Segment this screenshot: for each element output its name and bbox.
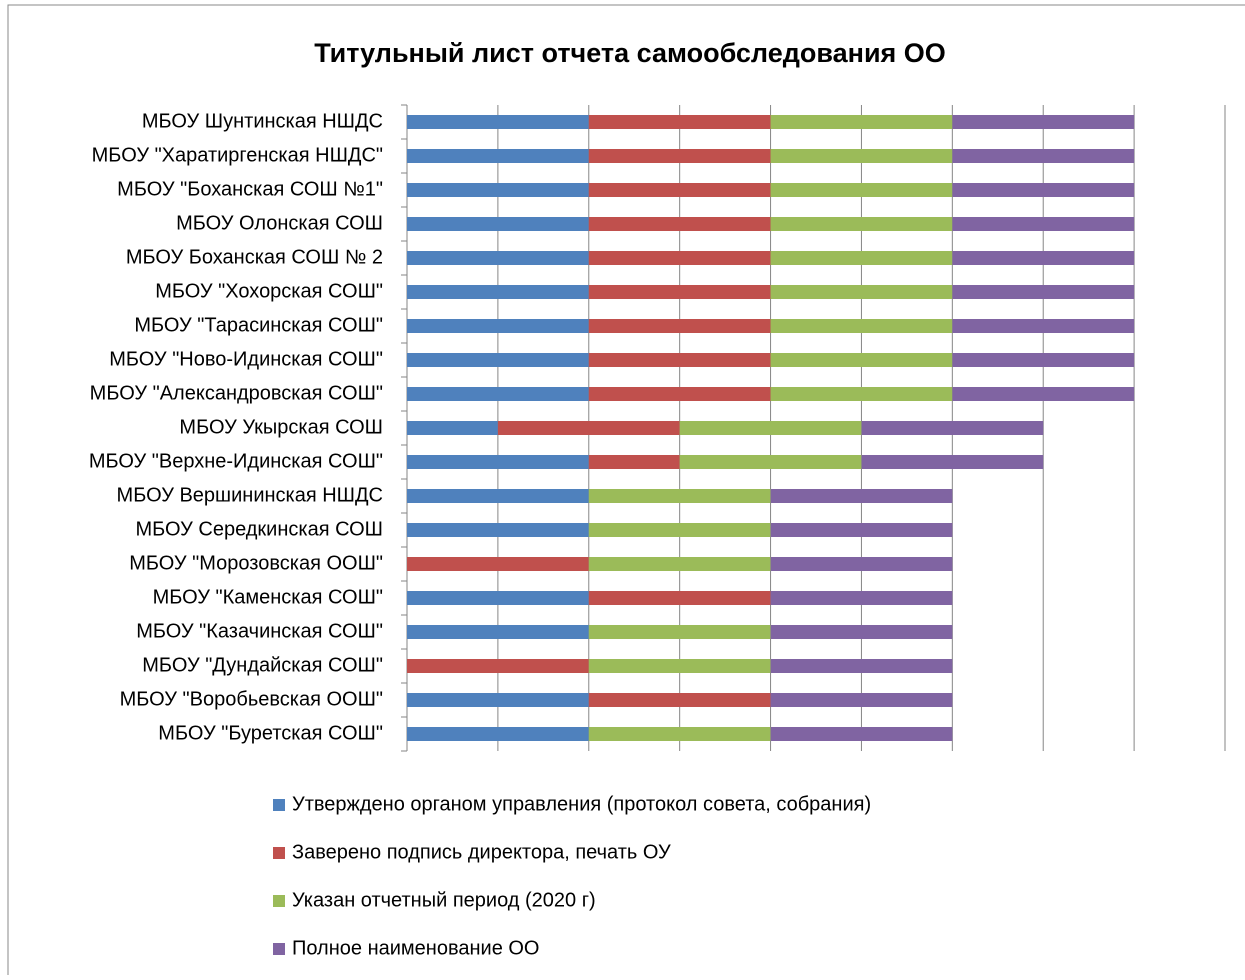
- legend-label: Полное наименование ОО: [292, 937, 540, 959]
- chart-title: Титульный лист отчета самообследования О…: [314, 38, 946, 68]
- bar-segment: [407, 115, 589, 129]
- y-tick-label: МБОУ "Ново-Идинская СОШ": [109, 348, 383, 370]
- bar-segment: [407, 659, 589, 673]
- bar-segment: [770, 591, 953, 605]
- legend-swatch: [273, 847, 285, 859]
- bar-segment: [770, 319, 953, 333]
- legend-swatch: [273, 895, 285, 907]
- bar-segment: [952, 217, 1135, 231]
- y-tick-label: МБОУ "Воробьевская ООШ": [120, 688, 383, 710]
- bar-segment: [588, 183, 771, 197]
- bar-segment: [407, 319, 589, 333]
- bar-segment: [770, 251, 953, 265]
- bar-segment: [407, 217, 589, 231]
- y-tick-label: МБОУ Вершининская НШДС: [117, 484, 383, 506]
- y-tick-label: МБОУ "Боханская СОШ №1": [117, 178, 383, 200]
- bar-segment: [407, 489, 589, 503]
- bar-segment: [407, 421, 498, 435]
- bar-segment: [588, 489, 771, 503]
- bar-segment: [407, 183, 589, 197]
- bar-segment: [588, 353, 771, 367]
- bar-segment: [588, 659, 771, 673]
- bar-segment: [588, 523, 771, 537]
- bar-segment: [952, 115, 1135, 129]
- y-tick-label: МБОУ "Дундайская СОШ": [142, 654, 383, 676]
- bar-segment: [770, 353, 953, 367]
- bar-segment: [770, 557, 953, 571]
- bar-segment: [407, 727, 589, 741]
- legend-swatch: [273, 943, 285, 955]
- bar-segment: [770, 217, 953, 231]
- bar-segment: [588, 455, 680, 469]
- bar-segment: [588, 693, 771, 707]
- bar-segment: [952, 387, 1135, 401]
- bar-segment: [952, 149, 1135, 163]
- bar-segment: [952, 285, 1135, 299]
- y-tick-label: МБОУ "Хохорская СОШ": [155, 280, 383, 302]
- y-tick-label: МБОУ Олонская СОШ: [176, 212, 383, 234]
- legend-label: Заверено подпись директора, печать ОУ: [292, 841, 671, 863]
- bar-segment: [679, 455, 862, 469]
- y-tick-label: МБОУ "Верхне-Идинская СОШ": [89, 450, 383, 472]
- y-tick-label: МБОУ "Тарасинская СОШ": [134, 314, 383, 336]
- bar-segment: [770, 523, 953, 537]
- bar-segment: [861, 455, 1044, 469]
- bar-segment: [770, 387, 953, 401]
- bar-segment: [588, 285, 771, 299]
- bar-segment: [407, 285, 589, 299]
- bar-segment: [407, 625, 589, 639]
- bar-segment: [407, 557, 589, 571]
- y-tick-label: МБОУ "Казачинская СОШ": [136, 620, 383, 642]
- bar-segment: [497, 421, 680, 435]
- bar-segment: [407, 353, 589, 367]
- bar-segment: [588, 591, 771, 605]
- bar-segment: [770, 285, 953, 299]
- bar-segment: [407, 455, 589, 469]
- bar-segment: [588, 251, 771, 265]
- y-tick-label: МБОУ "Каменская СОШ": [153, 586, 383, 608]
- bar-segment: [407, 387, 589, 401]
- bar-segment: [770, 489, 953, 503]
- bar-segment: [952, 251, 1135, 265]
- bar-segment: [770, 625, 953, 639]
- bar-segment: [588, 557, 771, 571]
- bar-segment: [952, 319, 1135, 333]
- bar-segment: [588, 625, 771, 639]
- bar-segment: [588, 319, 771, 333]
- y-tick-label: МБОУ "Харатиргенская НШДС": [92, 144, 383, 166]
- y-tick-label: МБОУ "Буретская СОШ": [158, 722, 383, 744]
- bar-segment: [588, 149, 771, 163]
- bar-segment: [407, 251, 589, 265]
- bar-segment: [407, 149, 589, 163]
- legend-label: Указан отчетный период (2020 г): [292, 889, 596, 911]
- bar-segment: [770, 727, 953, 741]
- bar-segment: [952, 183, 1135, 197]
- bar-segment: [770, 693, 953, 707]
- y-tick-label: МБОУ "Морозовская ООШ": [129, 552, 383, 574]
- y-tick-label: МБОУ Шунтинская НШДС: [142, 110, 383, 132]
- legend-label: Утверждено органом управления (протокол …: [292, 793, 871, 815]
- bar-segment: [407, 693, 589, 707]
- bar-segment: [588, 217, 771, 231]
- y-tick-label: МБОУ "Александровская СОШ": [90, 382, 383, 404]
- bar-segment: [770, 115, 953, 129]
- bar-segment: [861, 421, 1044, 435]
- legend-swatch: [273, 799, 285, 811]
- bar-segment: [952, 353, 1135, 367]
- bar-segment: [679, 421, 862, 435]
- y-tick-label: МБОУ Боханская СОШ № 2: [126, 246, 383, 268]
- bar-segment: [407, 591, 589, 605]
- bar-segment: [588, 727, 771, 741]
- y-tick-label: МБОУ Укырская СОШ: [179, 416, 383, 438]
- bar-segment: [770, 659, 953, 673]
- bar-segment: [588, 115, 771, 129]
- bar-segment: [407, 523, 589, 537]
- bar-segment: [770, 149, 953, 163]
- bar-segment: [770, 183, 953, 197]
- y-tick-label: МБОУ Середкинская СОШ: [135, 518, 383, 540]
- bar-segment: [588, 387, 771, 401]
